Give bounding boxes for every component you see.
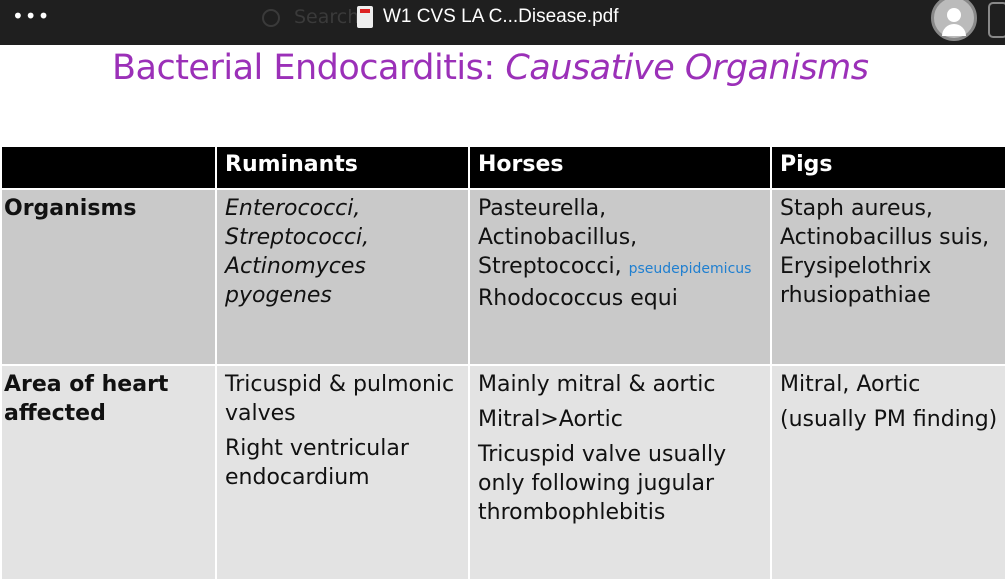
- header-pigs: Pigs: [770, 145, 1005, 190]
- file-name: W1 CVS LA C...Disease.pdf: [383, 6, 619, 28]
- row-label: Area of heart affected: [0, 364, 217, 581]
- header-horses: Horses: [468, 145, 772, 190]
- organism: Erysipelothrix: [780, 254, 932, 279]
- area-item: Tricuspid valve usually only following j…: [478, 442, 727, 525]
- slide-title: Bacterial Endocarditis: Causative Organi…: [112, 48, 869, 88]
- area-item: Mitral>Aortic: [478, 407, 623, 432]
- title-italic: Causative Organisms: [505, 48, 869, 88]
- area-item: Mainly mitral & aortic: [478, 372, 716, 397]
- cell-horses: Mainly mitral & aortic Mitral>Aortic Tri…: [468, 364, 772, 581]
- search-icon: [262, 8, 280, 27]
- more-icon[interactable]: •••: [12, 4, 51, 28]
- organism: rhusiopathiae: [780, 283, 931, 308]
- organism: Pasteurella,: [478, 196, 607, 221]
- area-item: Right ventricular endocardium: [225, 436, 409, 490]
- header-empty: [0, 145, 217, 190]
- sidebar-toggle-button[interactable]: [988, 2, 1005, 38]
- table-row: Area of heart affected Tricuspid & pulmo…: [0, 364, 1005, 581]
- search-box[interactable]: Search: [262, 6, 359, 28]
- organism: Rhodococcus equi: [478, 286, 678, 311]
- cell-horses: Pasteurella, Actinobacillus, Streptococc…: [468, 188, 772, 366]
- organism: Streptococci,: [478, 254, 622, 279]
- file-title: W1 CVS LA C...Disease.pdf: [357, 6, 619, 28]
- row-label: Organisms: [0, 188, 217, 366]
- organism: Actinomyces: [225, 254, 366, 279]
- annotation-note: pseudepidemicus: [628, 261, 752, 277]
- cell-pigs: Staph aureus, Actinobacillus suis, Erysi…: [770, 188, 1005, 366]
- organism: Actinobacillus suis,: [780, 225, 990, 250]
- pdf-icon: [357, 6, 373, 28]
- organism: Actinobacillus,: [478, 225, 638, 250]
- organism: Staph aureus,: [780, 196, 933, 221]
- table-row: Organisms Enterococci, Streptococci, Act…: [0, 188, 1005, 366]
- organisms-table: Ruminants Horses Pigs Organisms Enteroco…: [0, 145, 1005, 581]
- search-placeholder: Search: [294, 6, 360, 28]
- organism: Streptococci,: [225, 225, 370, 250]
- cell-pigs: Mitral, Aortic (usually PM finding): [770, 364, 1005, 581]
- area-item: Tricuspid & pulmonic valves: [225, 372, 455, 426]
- organism: Enterococci,: [225, 196, 361, 221]
- browser-toolbar: ••• Search W1 CVS LA C...Disease.pdf: [0, 0, 1005, 45]
- title-plain: Bacterial Endocarditis:: [112, 48, 506, 88]
- cell-ruminants: Tricuspid & pulmonic valves Right ventri…: [215, 364, 470, 581]
- header-row: Ruminants Horses Pigs: [0, 145, 1005, 190]
- cell-ruminants: Enterococci, Streptococci, Actinomyces p…: [215, 188, 470, 366]
- organism: pyogenes: [225, 283, 332, 308]
- area-item: Mitral, Aortic: [780, 372, 921, 397]
- area-item: (usually PM finding): [780, 407, 998, 432]
- avatar-icon[interactable]: [931, 0, 977, 41]
- header-ruminants: Ruminants: [215, 145, 470, 190]
